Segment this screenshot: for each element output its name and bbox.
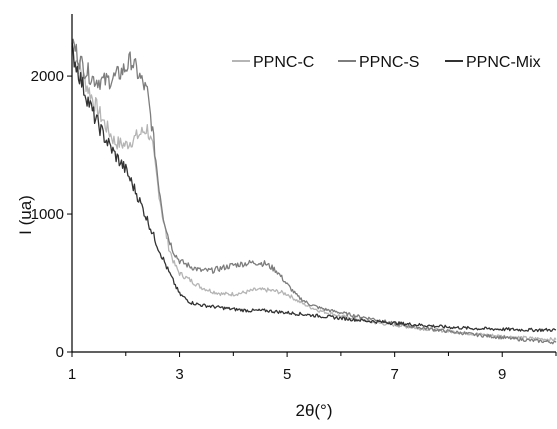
series-layer [71,38,557,345]
y-axis-label: I (ua) [16,195,35,235]
ticks-layer: 1 3 5 7 9 0 1000 2000 [31,68,557,383]
x-tick-label: 1 [68,366,76,383]
legend-label: PPNC-C [253,54,314,71]
x-tick-label: 7 [390,366,398,383]
legend: PPNC-C PPNC-S PPNC-Mix [232,54,541,71]
y-tick-label: 2000 [31,68,64,85]
axes-layer [71,14,556,353]
legend-label: PPNC-Mix [466,54,541,71]
x-tick-label: 5 [283,366,291,383]
y-tick-label: 1000 [31,206,64,223]
legend-label: PPNC-S [359,54,419,71]
x-tick-label: 9 [498,366,506,383]
series-line-ppnc-c [71,48,557,342]
series-line-ppnc-mix [71,42,557,333]
y-tick-label: 0 [56,344,64,361]
x-tick-label: 3 [175,366,183,383]
x-axis-label: 2θ(°) [295,401,332,420]
series-line-ppnc-s [71,38,557,345]
